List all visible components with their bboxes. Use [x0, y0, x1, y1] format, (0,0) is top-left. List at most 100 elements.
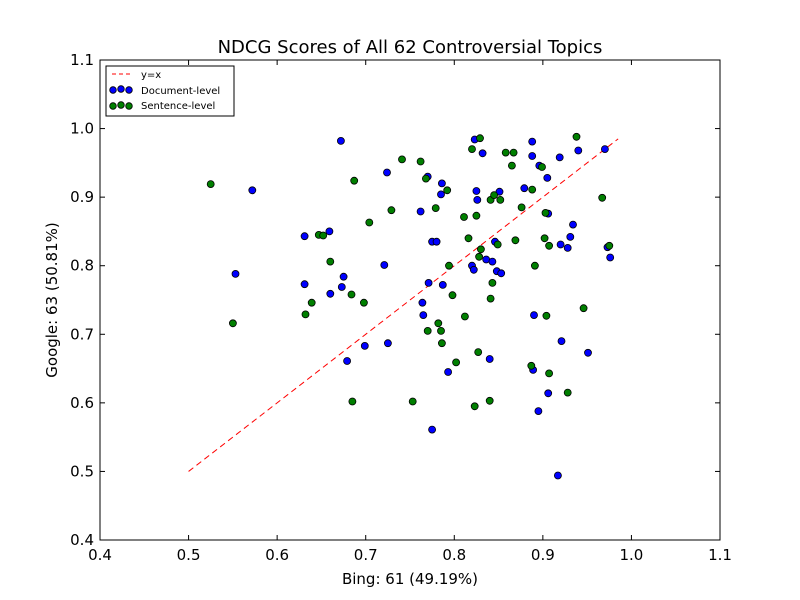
data-point-sentence-level	[464, 234, 473, 243]
data-point-sentence-level	[579, 304, 588, 313]
data-point-sentence-level	[541, 208, 550, 217]
data-point-sentence-level	[472, 211, 481, 220]
data-point-document-level	[556, 240, 565, 249]
data-point-sentence-level	[474, 348, 483, 357]
data-point-sentence-level	[416, 157, 425, 166]
data-point-sentence-level	[423, 326, 432, 335]
data-point-sentence-level	[470, 402, 479, 411]
data-point-document-level	[325, 227, 334, 236]
data-point-document-level	[530, 311, 538, 320]
data-point-sentence-level	[501, 148, 510, 157]
data-point-document-level	[569, 220, 577, 229]
data-point-document-level	[534, 407, 543, 416]
data-point-document-level	[528, 137, 537, 146]
data-point-sentence-level	[437, 339, 446, 348]
data-point-sentence-level	[528, 185, 537, 194]
data-point-document-level	[300, 280, 309, 289]
x-tick-label: 0.5	[177, 546, 201, 564]
data-point-document-level	[383, 339, 392, 348]
y-tick-label: 0.6	[70, 394, 94, 412]
data-point-document-level	[300, 232, 309, 241]
x-tick-label: 0.7	[354, 546, 378, 564]
legend-label-reference: y=x	[141, 70, 161, 81]
data-point-sentence-level	[387, 206, 396, 215]
data-point-document-level	[437, 190, 445, 199]
data-point-document-level	[584, 348, 592, 357]
reference-line-y-equals-x	[188, 138, 619, 472]
data-point-sentence-level	[538, 163, 546, 171]
legend-label-document-level: Document-level	[141, 86, 220, 97]
data-point-document-level	[554, 471, 562, 480]
data-point-document-level	[566, 232, 575, 241]
data-point-document-level	[432, 237, 441, 246]
y-tick-label: 0.9	[70, 188, 94, 206]
legend-marker-sentence-level	[117, 101, 125, 109]
data-point-document-level	[485, 355, 494, 363]
data-point-sentence-level	[527, 361, 536, 370]
data-point-sentence-level	[490, 191, 499, 200]
data-point-sentence-level	[563, 388, 572, 397]
data-point-document-level	[326, 289, 335, 298]
data-point-sentence-level	[488, 278, 497, 287]
y-tick-label: 0.4	[70, 531, 94, 549]
y-axis-label: Google: 63 (50.81%)	[43, 222, 61, 377]
legend-marker-document-level	[109, 86, 117, 94]
data-point-sentence-level	[445, 261, 453, 270]
data-point-sentence-level	[545, 369, 553, 378]
data-point-document-level	[437, 179, 446, 188]
data-point-sentence-level	[448, 291, 457, 300]
legend-marker-sentence-level	[125, 102, 133, 110]
data-point-sentence-level	[509, 148, 518, 157]
points-layer	[206, 132, 615, 480]
legend-marker-sentence-level	[109, 102, 117, 110]
y-tick-label: 0.5	[70, 462, 94, 480]
x-tick-label: 1.1	[708, 546, 732, 564]
data-point-document-level	[438, 280, 447, 289]
data-point-sentence-level	[206, 180, 215, 189]
data-point-sentence-level	[350, 176, 359, 185]
data-point-sentence-level	[437, 326, 445, 335]
data-point-document-level	[478, 149, 487, 158]
data-point-sentence-level	[365, 218, 374, 227]
data-point-sentence-level	[347, 290, 356, 299]
data-point-document-level	[343, 357, 352, 365]
data-point-sentence-level	[540, 234, 549, 243]
data-point-sentence-level	[476, 134, 484, 143]
data-point-sentence-level	[398, 155, 406, 164]
data-point-document-level	[543, 173, 552, 182]
data-point-document-level	[231, 269, 240, 278]
reference-layer	[188, 138, 619, 472]
data-point-document-level	[360, 341, 369, 350]
data-point-document-level	[473, 195, 482, 204]
data-point-document-level	[419, 311, 428, 320]
data-point-sentence-level	[517, 203, 526, 212]
data-point-sentence-level	[486, 294, 495, 303]
data-point-sentence-level	[452, 358, 461, 367]
data-point-sentence-level	[228, 319, 237, 328]
data-point-sentence-level	[421, 174, 430, 183]
data-point-sentence-level	[431, 204, 440, 213]
data-point-sentence-level	[542, 311, 551, 320]
data-point-sentence-level	[434, 319, 443, 328]
data-point-sentence-level	[531, 261, 539, 270]
data-point-sentence-level	[572, 132, 581, 141]
data-point-document-level	[528, 152, 537, 160]
data-point-document-level	[601, 145, 609, 154]
data-point-sentence-level	[359, 298, 368, 307]
data-point-document-level	[383, 168, 391, 177]
data-point-document-level	[563, 243, 572, 252]
data-point-document-level	[428, 425, 437, 434]
data-point-document-level	[469, 265, 478, 274]
data-point-document-level	[380, 261, 389, 269]
data-point-document-level	[337, 283, 346, 291]
data-point-sentence-level	[443, 186, 452, 195]
data-point-document-level	[248, 186, 257, 195]
data-point-sentence-level	[511, 236, 520, 245]
data-point-sentence-level	[475, 252, 484, 261]
data-point-sentence-level	[307, 298, 316, 307]
data-point-document-level	[472, 187, 481, 195]
data-point-document-level	[424, 278, 433, 287]
data-point-sentence-level	[319, 231, 328, 240]
data-point-sentence-level	[545, 241, 553, 250]
data-point-document-level	[606, 253, 615, 262]
